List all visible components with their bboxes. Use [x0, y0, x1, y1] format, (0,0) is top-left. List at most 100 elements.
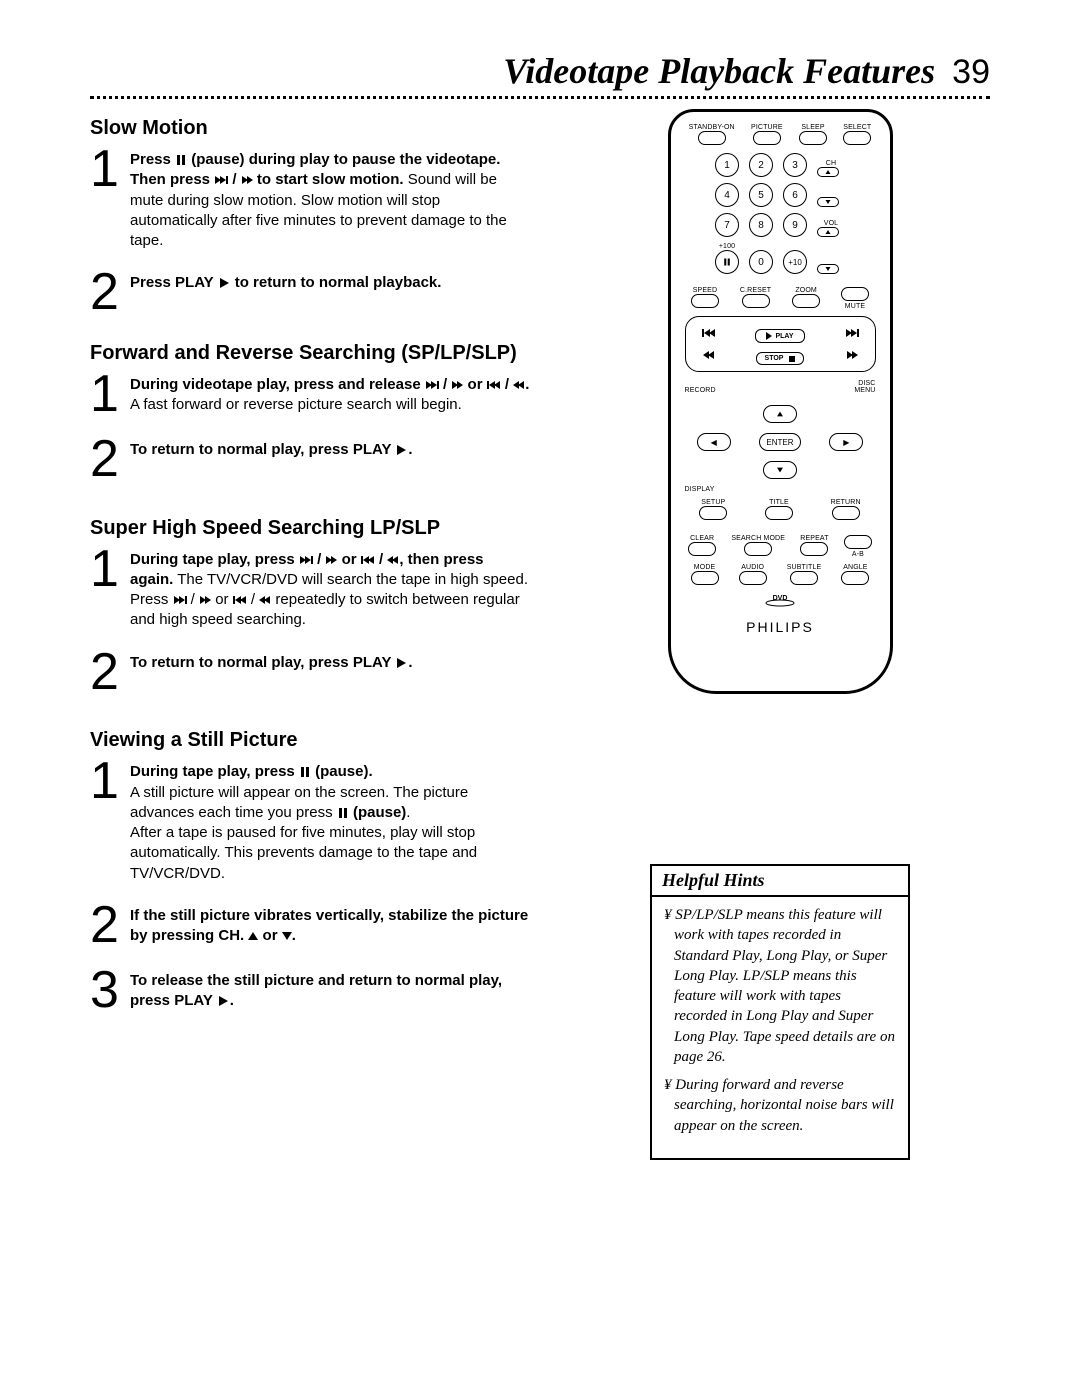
step-number: 1: [90, 758, 130, 805]
remote-sleep-button: [799, 131, 827, 145]
remote-ch-up: [817, 167, 839, 177]
remote-num-1: 1: [715, 153, 739, 177]
remote-up-button: [763, 405, 797, 423]
play-icon: [397, 445, 406, 455]
helpful-hints-box: Helpful Hints ¥ SP/LP/SLP means this fea…: [650, 864, 910, 1160]
remote-num-4: 4: [715, 183, 739, 207]
title-text: Videotape Playback Features: [503, 51, 935, 91]
skip-fwd-icon: [837, 323, 867, 343]
hints-title: Helpful Hints: [652, 866, 908, 897]
svg-text:DVD: DVD: [773, 595, 788, 602]
step-body: To release the still picture and return …: [130, 967, 530, 1012]
hint-item: ¥ SP/LP/SLP means this feature will work…: [664, 905, 896, 1067]
remote-setup-button: [699, 506, 727, 520]
remote-control-diagram: STANDBY-ON PICTURE SLEEP SELECT 1 2 3 CH…: [668, 109, 893, 694]
remote-select-button: [843, 131, 871, 145]
remote-search-button: [744, 542, 772, 556]
fast-forward-icon: [200, 596, 210, 604]
step: 1 During videotape play, press and relea…: [90, 371, 530, 418]
remote-plus10: +10: [783, 250, 807, 274]
step-number: 2: [90, 269, 130, 316]
remote-num-3: 3: [783, 153, 807, 177]
heading-still: Viewing a Still Picture: [90, 729, 530, 752]
step: 2 To return to normal play, press PLAY .: [90, 649, 530, 696]
remote-subtitle-button: [790, 571, 818, 585]
step-body: To return to normal play, press PLAY .: [130, 649, 413, 673]
remote-ab-button: [844, 535, 872, 549]
step-number: 1: [90, 146, 130, 193]
fast-forward-icon: [242, 176, 252, 184]
remote-vol-down: [817, 264, 839, 274]
play-icon: [219, 996, 228, 1006]
remote-return-button: [832, 506, 860, 520]
instructions-column: Slow Motion 1 Press (pause) during play …: [90, 109, 530, 1160]
heading-fwd-rev: Forward and Reverse Searching (SP/LP/SLP…: [90, 342, 530, 365]
step-body: To return to normal play, press PLAY .: [130, 436, 413, 460]
step: 2 To return to normal play, press PLAY .: [90, 436, 530, 483]
step-number: 3: [90, 967, 130, 1014]
rewind-icon: [694, 345, 724, 365]
dvd-logo: DVD: [681, 593, 880, 609]
step-body: If the still picture vibrates vertically…: [130, 902, 530, 947]
heading-slow-motion: Slow Motion: [90, 117, 530, 140]
step-number: 2: [90, 902, 130, 949]
step: 1 During tape play, press (pause). A sti…: [90, 758, 530, 884]
page-title: Videotape Playback Features 39: [90, 50, 990, 92]
remote-stop-button: STOP: [756, 352, 805, 365]
remote-creset-button: [742, 294, 770, 308]
step-body: During videotape play, press and release…: [130, 371, 530, 416]
pause-icon: [339, 808, 347, 818]
fast-forward-icon: [452, 381, 462, 389]
step-number: 2: [90, 436, 130, 483]
remote-play-button: PLAY: [755, 329, 804, 343]
dotted-rule: [90, 96, 990, 99]
down-icon: [282, 932, 292, 940]
remote-speed-button: [691, 294, 719, 308]
play-icon: [397, 658, 406, 668]
remote-num-5: 5: [749, 183, 773, 207]
remote-num-2: 2: [749, 153, 773, 177]
prev-icon: [236, 596, 246, 604]
remote-num-0: 0: [749, 250, 773, 274]
step-body: Press (pause) during play to pause the v…: [130, 146, 530, 251]
remote-picture-button: [753, 131, 781, 145]
remote-left-button: ◀: [697, 433, 731, 451]
remote-zoom-button: [792, 294, 820, 308]
hint-item: ¥ During forward and reverse searching, …: [664, 1075, 896, 1136]
prev-icon: [490, 381, 500, 389]
remote-clear-button: [688, 542, 716, 556]
remote-brand: PHILIPS: [681, 619, 880, 635]
prev-icon: [364, 556, 374, 564]
up-icon: [248, 932, 258, 940]
remote-enter-button: ENTER: [759, 433, 801, 451]
remote-ch-down: [817, 197, 839, 207]
remote-title-button: [765, 506, 793, 520]
step-body: During tape play, press (pause). A still…: [130, 758, 530, 884]
step: 2 Press PLAY to return to normal playbac…: [90, 269, 530, 316]
step-body: During tape play, press / or / , then pr…: [130, 546, 530, 631]
next-icon: [215, 176, 225, 184]
remote-num-7: 7: [715, 213, 739, 237]
remote-transport-pad: PLAY STOP: [685, 316, 876, 372]
step: 2 If the still picture vibrates vertical…: [90, 902, 530, 949]
remote-right-button: ▶: [829, 433, 863, 451]
remote-num-9: 9: [783, 213, 807, 237]
remote-mute-button: [841, 287, 869, 301]
play-icon: [220, 278, 229, 288]
rewind-icon: [388, 556, 398, 564]
remote-mode-button: [691, 571, 719, 585]
pause-icon: [301, 767, 309, 777]
rewind-icon: [514, 381, 524, 389]
next-icon: [174, 596, 184, 604]
step-number: 2: [90, 649, 130, 696]
next-icon: [426, 381, 436, 389]
remote-pause-button: [715, 250, 739, 274]
remote-angle-button: [841, 571, 869, 585]
fast-forward-icon: [326, 556, 336, 564]
fast-forward-icon: [837, 345, 867, 365]
remote-num-6: 6: [783, 183, 807, 207]
skip-back-icon: [694, 323, 724, 343]
remote-standby-button: [698, 131, 726, 145]
next-icon: [300, 556, 310, 564]
pause-icon: [177, 155, 185, 165]
